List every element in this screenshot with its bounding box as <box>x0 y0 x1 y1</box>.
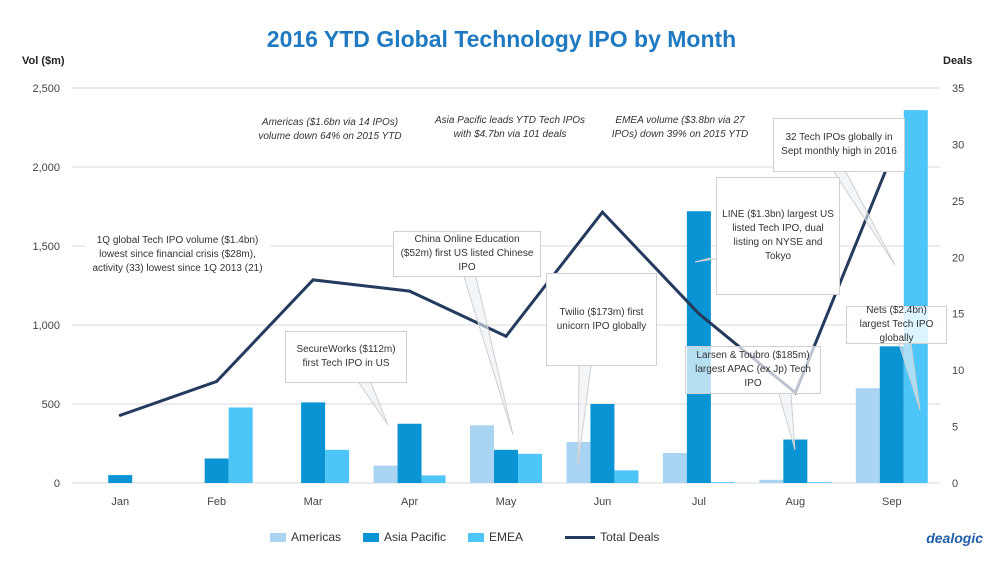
chart-title: 2016 YTD Global Technology IPO by Month <box>266 26 737 52</box>
bar-asia-pacific <box>879 346 904 483</box>
bar-emea <box>325 449 350 483</box>
bar-americas <box>855 388 880 483</box>
y2-tick-label: 0 <box>952 478 958 490</box>
x-tick-label: Mar <box>304 496 323 508</box>
x-tick-label: Sep <box>882 496 902 508</box>
bar-emea <box>710 482 735 483</box>
y-tick-label: 2,500 <box>32 83 60 95</box>
callout-larsen: Larsen & Toubro ($185m) largest APAC (ex… <box>685 346 821 394</box>
legend-item-apac: Asia Pacific <box>363 530 446 544</box>
bar-americas <box>759 479 784 483</box>
bar-americas <box>662 452 687 483</box>
x-tick-label: Jun <box>594 496 612 508</box>
callout-line: LINE ($1.3bn) largest US listed Tech IPO… <box>716 177 840 295</box>
y2-tick-label: 5 <box>952 422 958 434</box>
annotation-apac: Asia Pacific leads YTD Tech IPOs with $4… <box>434 115 586 140</box>
y-tick-label: 500 <box>42 399 60 411</box>
bar-emea <box>421 475 446 483</box>
y-tick-label: 0 <box>54 478 60 490</box>
bar-asia-pacific <box>108 475 133 483</box>
callout-32-ipos: 32 Tech IPOs globally in Sept monthly hi… <box>773 118 905 172</box>
callout-secureworks: SecureWorks ($112m) first Tech IPO in US <box>285 331 407 383</box>
legend: Americas Asia Pacific EMEA Total Deals <box>270 530 659 544</box>
point-total-deals <box>697 312 701 316</box>
y-tick-label: 1,000 <box>32 320 60 332</box>
bar-americas <box>470 425 494 483</box>
annotation-1q: 1Q global Tech IPO volume ($1.4bn) lowes… <box>85 234 270 276</box>
legend-swatch <box>363 532 380 542</box>
x-tick-label: Jan <box>111 496 129 508</box>
annotation-americas: Americas ($1.6bn via 14 IPOs) volume dow… <box>258 117 402 142</box>
y2-tick-label: 20 <box>952 252 964 264</box>
callout-pointer <box>463 276 514 436</box>
callout-pointer <box>577 365 592 466</box>
point-total-deals <box>504 334 508 338</box>
point-total-deals <box>600 210 604 214</box>
y2-tick-label: 30 <box>952 139 964 151</box>
x-tick-label: Feb <box>207 496 226 508</box>
point-total-deals <box>118 413 122 417</box>
x-tick-label: Jul <box>692 496 706 508</box>
bar-emea <box>614 470 639 483</box>
bar-asia-pacific <box>204 458 229 483</box>
y-axis-label: Vol ($m) <box>22 55 65 67</box>
legend-label: EMEA <box>489 530 524 544</box>
y2-tick-label: 10 <box>952 365 964 377</box>
bar-emea <box>228 407 253 483</box>
x-tick-label: Aug <box>786 496 806 508</box>
callout-pointer <box>358 382 389 426</box>
legend-line <box>565 535 596 539</box>
callout-pointer <box>898 343 921 411</box>
point-total-deals <box>215 379 219 383</box>
x-tick-label: Apr <box>401 496 418 508</box>
legend-swatch <box>468 532 485 542</box>
y-tick-label: 1,500 <box>32 241 60 253</box>
legend-label: Americas <box>291 530 342 544</box>
bar-emea <box>903 110 928 484</box>
callout-twilio: Twilio ($173m) first unicorn IPO globall… <box>546 273 657 366</box>
legend-label: Asia Pacific <box>384 530 447 544</box>
legend-item-americas: Americas <box>270 530 341 544</box>
y2-axis-label: Deals <box>943 55 973 67</box>
bar-asia-pacific <box>494 449 518 483</box>
callout-china-online: China Online Education ($52m) first US l… <box>393 231 541 277</box>
y2-tick-label: 15 <box>952 309 964 321</box>
callout-pointer <box>833 171 896 266</box>
bar-asia-pacific <box>301 402 326 483</box>
bar-asia-pacific <box>397 423 422 483</box>
x-tick-label: May <box>496 496 517 508</box>
dealogic-logo: dealogic <box>926 530 983 546</box>
bar-emea <box>518 453 542 483</box>
y2-tick-label: 25 <box>952 196 964 208</box>
bar-asia-pacific <box>590 404 615 483</box>
y-tick-label: 2,000 <box>32 162 60 174</box>
y2-tick-label: 35 <box>952 83 964 95</box>
bar-asia-pacific <box>783 439 808 483</box>
callout-pointer <box>694 257 723 263</box>
annotation-emea: EMEA volume ($3.8bn via 27 IPOs) down 39… <box>611 115 749 140</box>
legend-item-emea: EMEA <box>468 530 523 544</box>
point-total-deals <box>311 278 315 282</box>
legend-label: Total Deals <box>600 530 660 544</box>
callout-pointer <box>778 393 796 451</box>
callout-nets: Nets ($2.4bn) largest Tech IPO globally <box>846 305 947 344</box>
legend-item-total-deals: Total Deals <box>565 530 659 544</box>
point-total-deals <box>408 289 412 293</box>
bar-emea <box>807 482 832 483</box>
bar-americas <box>373 465 398 483</box>
legend-swatch <box>270 532 286 542</box>
